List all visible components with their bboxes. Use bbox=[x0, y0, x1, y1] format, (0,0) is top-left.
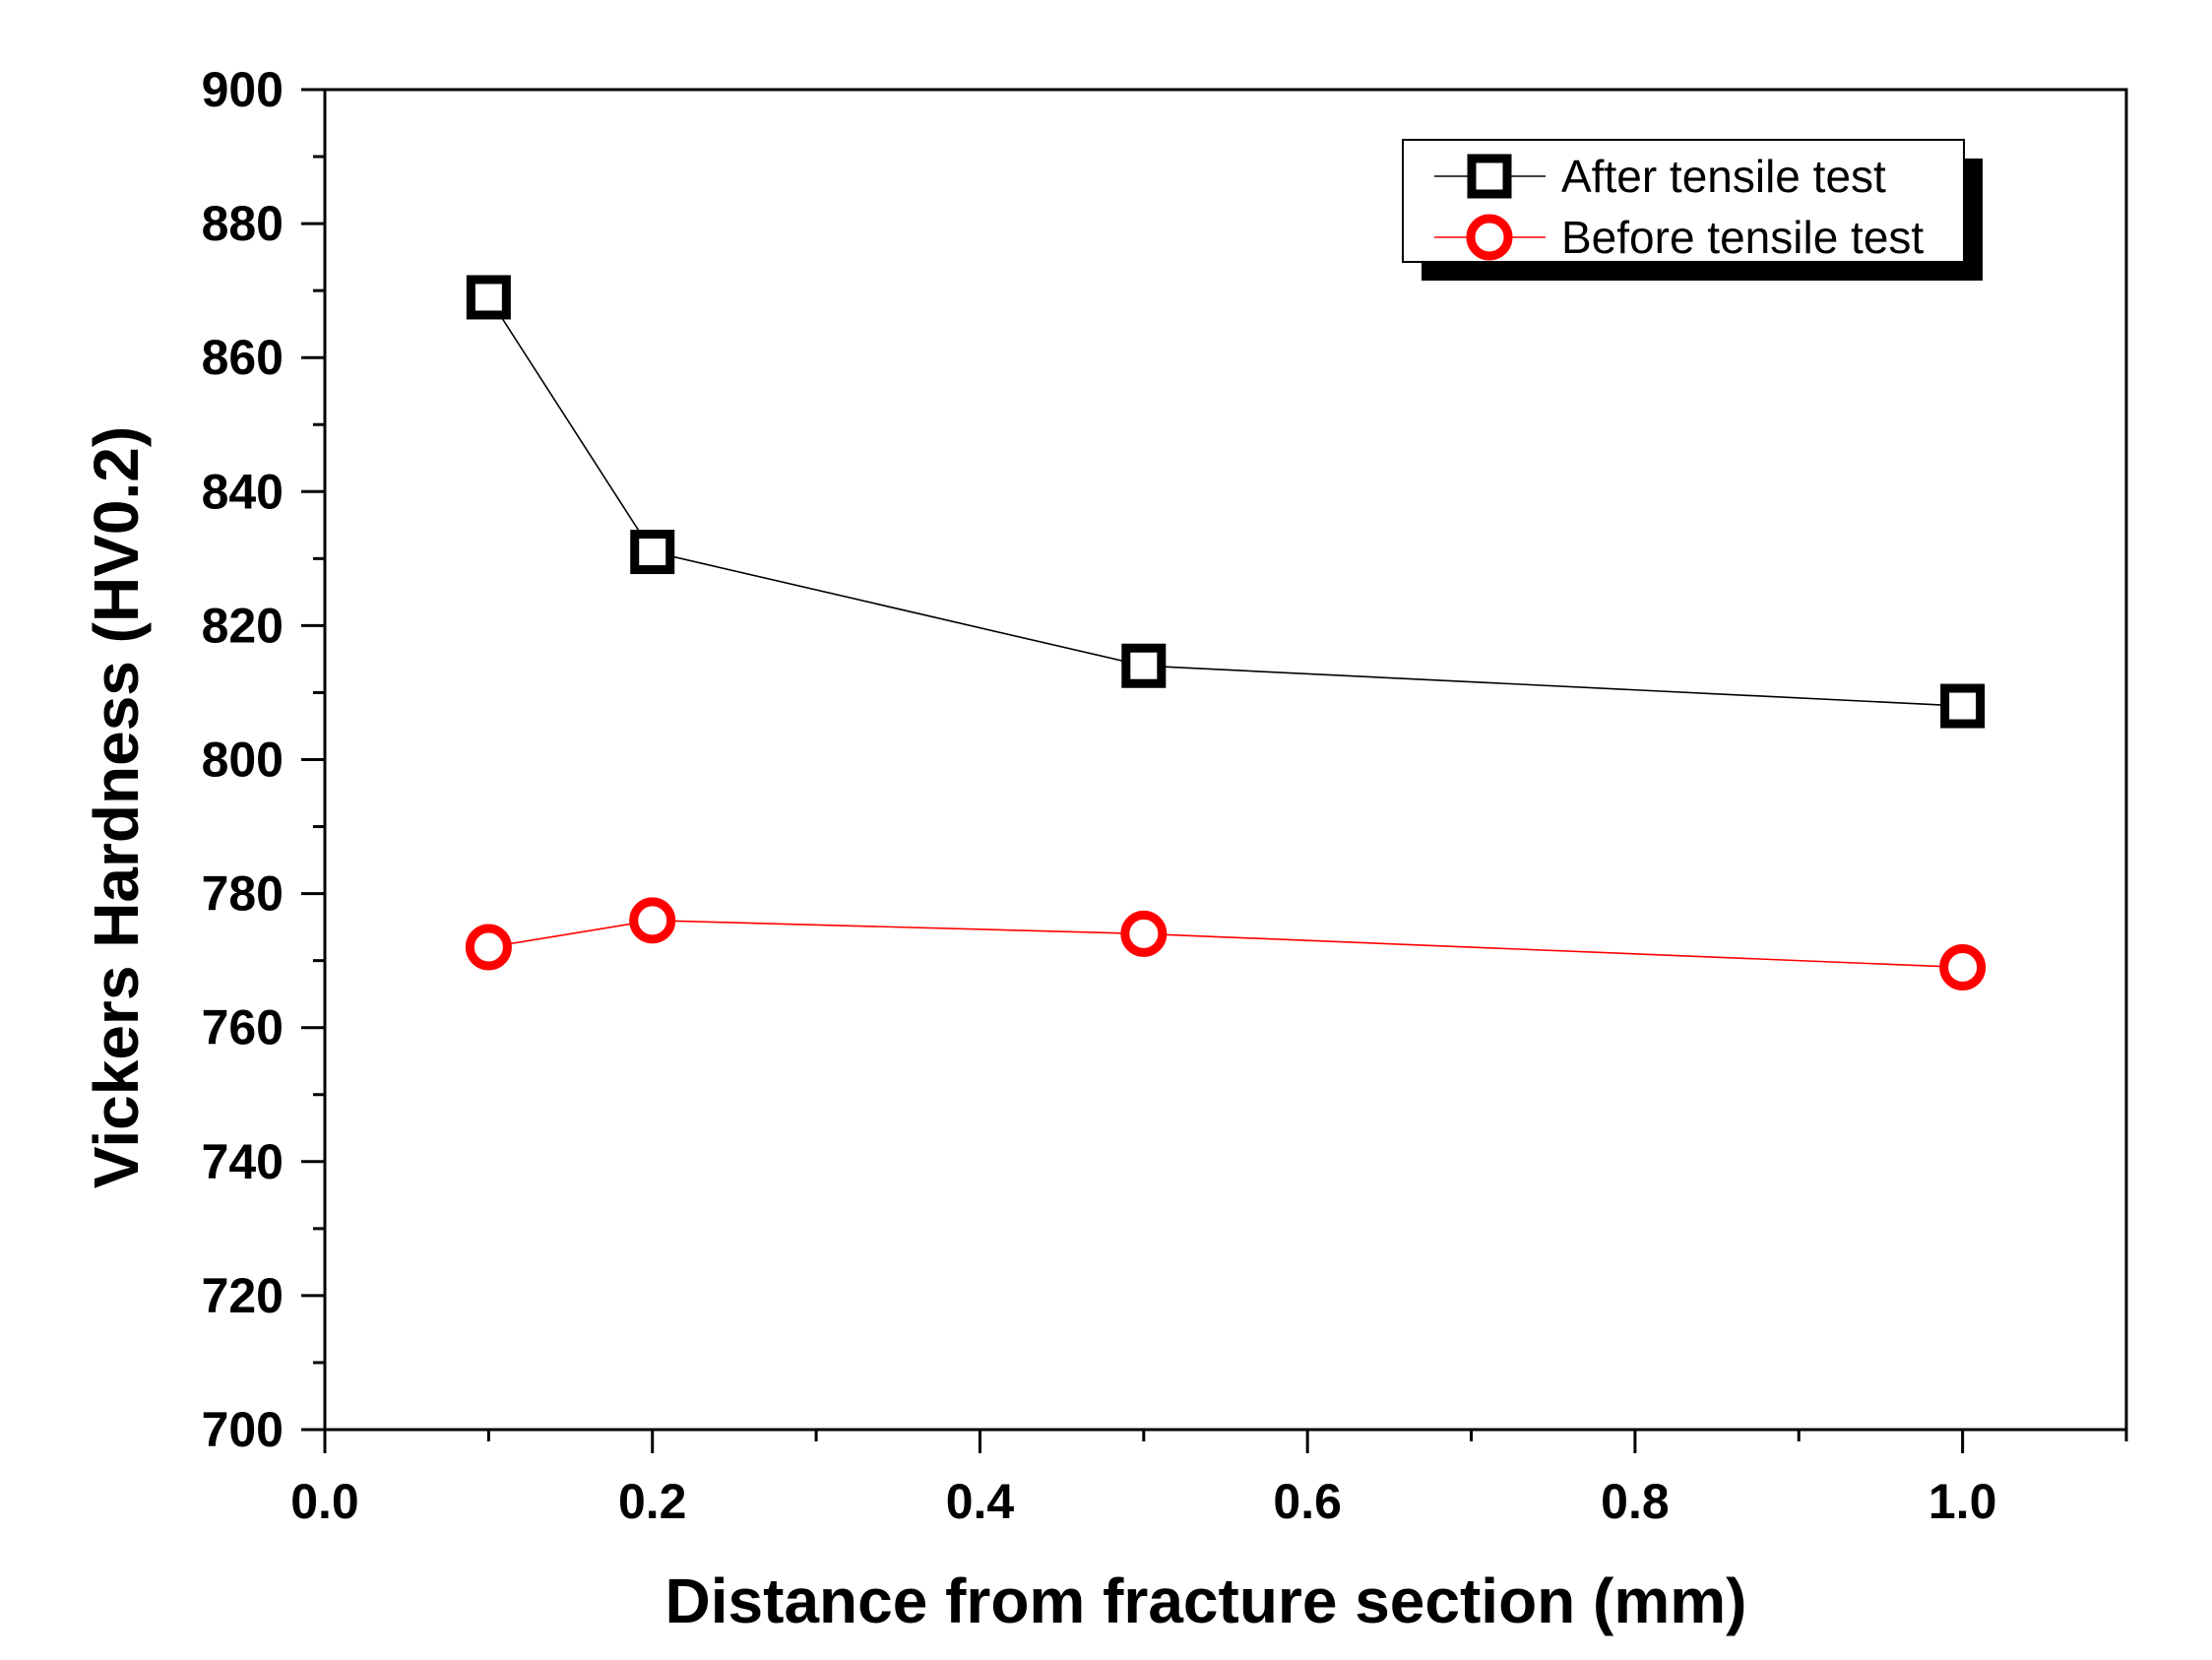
legend-label: Before tensile test bbox=[1561, 212, 1924, 263]
y-axis-title: Vickers Hardness (HV0.2) bbox=[81, 426, 152, 1188]
y-tick-label: 720 bbox=[202, 1268, 284, 1323]
y-tick-label: 860 bbox=[202, 330, 284, 385]
y-tick-label: 820 bbox=[202, 598, 284, 653]
x-tick-label: 0.2 bbox=[618, 1474, 687, 1529]
y-tick-label: 840 bbox=[202, 464, 284, 519]
x-tick-label: 0.8 bbox=[1601, 1474, 1670, 1529]
series-before-tensile-test bbox=[465, 897, 1987, 990]
data-point bbox=[629, 897, 676, 944]
x-axis-ticks: 0.0 0.2 0.4 0.6 0.8 1.0 bbox=[290, 1430, 2128, 1529]
data-point bbox=[1121, 643, 1167, 688]
legend: After tensile test Before tensile test bbox=[1402, 139, 1983, 281]
data-point bbox=[1939, 943, 1987, 990]
plot-border bbox=[323, 88, 2128, 1432]
data-point bbox=[466, 275, 511, 320]
series-after-tensile-test bbox=[466, 275, 1986, 729]
y-tick-label: 740 bbox=[202, 1134, 284, 1189]
legend-label: After tensile test bbox=[1561, 151, 1886, 202]
data-point bbox=[630, 530, 675, 575]
y-tick-label: 780 bbox=[202, 866, 284, 922]
series-line bbox=[488, 920, 1963, 969]
x-tick-label: 0.6 bbox=[1273, 1474, 1342, 1529]
legend-marker bbox=[1466, 214, 1513, 261]
y-tick-label: 900 bbox=[202, 62, 284, 117]
x-tick-label: 0.0 bbox=[290, 1474, 359, 1529]
y-tick-label: 700 bbox=[202, 1402, 284, 1457]
series-layer bbox=[465, 275, 1987, 990]
data-point bbox=[1120, 910, 1168, 957]
plot-frame bbox=[323, 88, 2128, 1432]
y-tick-label: 760 bbox=[202, 1000, 284, 1055]
x-axis-title: Distance from fracture section (mm) bbox=[665, 1565, 1747, 1636]
x-tick-label: 1.0 bbox=[1928, 1474, 1997, 1529]
y-tick-label: 800 bbox=[202, 733, 284, 788]
y-axis-ticks: 700 720 740 760 780 800 820 840 860 880 900 bbox=[202, 62, 325, 1457]
series-line bbox=[487, 296, 1963, 707]
y-tick-label: 880 bbox=[202, 196, 284, 251]
legend-marker bbox=[1467, 154, 1512, 199]
data-point bbox=[1940, 683, 1986, 729]
data-point bbox=[465, 924, 512, 971]
x-tick-label: 0.4 bbox=[946, 1474, 1015, 1529]
